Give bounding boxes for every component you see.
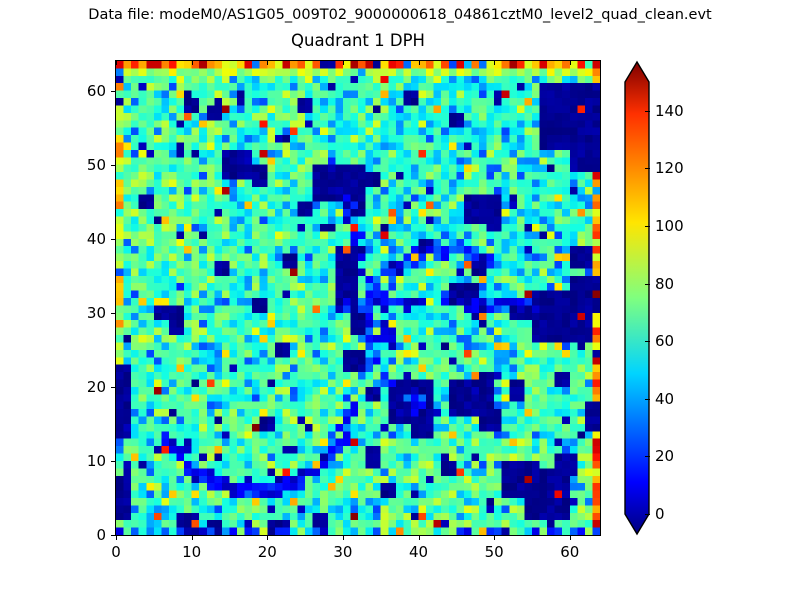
- x-tick-mark: [342, 536, 344, 540]
- heatmap-image: [116, 61, 600, 535]
- x-tick-label: 30: [333, 543, 353, 561]
- colorbar-tick-label: 60: [655, 332, 675, 351]
- colorbar-tick-mark: [645, 398, 650, 400]
- y-tick-label: 60: [86, 81, 106, 100]
- y-tick-label: 50: [86, 155, 106, 174]
- x-tick-mark: [494, 536, 496, 540]
- x-tick-mark: [569, 536, 571, 540]
- x-tick-mark: [267, 536, 269, 540]
- page-title: Quadrant 1 DPH: [291, 31, 425, 50]
- colorbar-tick-mark: [645, 341, 650, 343]
- x-tick-label: 20: [257, 543, 277, 561]
- y-tick-label: 0: [96, 526, 106, 544]
- colorbar-tick-mark: [645, 168, 650, 170]
- colorbar-tick-mark: [645, 456, 650, 458]
- colorbar: [624, 60, 650, 536]
- x-tick-mark: [116, 536, 117, 540]
- colorbar-tick-label: 40: [655, 389, 675, 408]
- x-tick-label: 10: [182, 543, 202, 561]
- colorbar-tick-mark: [645, 110, 650, 112]
- x-tick-label: 50: [484, 543, 504, 561]
- x-tick-mark-top: [191, 61, 193, 65]
- colorbar-tick-mark: [645, 226, 650, 227]
- colorbar-gradient: [624, 60, 650, 536]
- y-tick-mark: [111, 238, 115, 240]
- colorbar-tick-mark: [645, 514, 650, 515]
- colorbar-tick-label: 80: [655, 274, 675, 293]
- y-tick-mark: [111, 164, 115, 166]
- colorbar-tick-label: 20: [655, 447, 675, 466]
- data-file-suptitle: Data file: modeM0/AS1G05_009T02_90000006…: [88, 7, 712, 23]
- y-tick-mark: [111, 386, 115, 388]
- x-tick-mark-top: [418, 61, 420, 65]
- x-tick-label: 60: [560, 543, 580, 561]
- colorbar-tick-label: 140: [655, 101, 684, 120]
- x-tick-mark: [418, 536, 420, 540]
- y-tick-mark: [111, 312, 115, 314]
- x-tick-mark-top: [267, 61, 269, 65]
- y-tick-label: 40: [86, 229, 106, 248]
- x-tick-mark-top: [116, 61, 117, 65]
- y-tick-label: 10: [86, 451, 106, 470]
- heatmap-axes: [115, 60, 601, 536]
- y-tick-mark: [111, 535, 115, 536]
- colorbar-tick-label: 0: [655, 505, 665, 523]
- colorbar-tick-label: 120: [655, 159, 684, 178]
- x-tick-mark-top: [569, 61, 571, 65]
- x-tick-mark-top: [494, 61, 496, 65]
- colorbar-tick-mark: [645, 283, 650, 285]
- x-tick-mark: [191, 536, 193, 540]
- y-tick-mark: [111, 460, 115, 462]
- x-tick-mark-top: [342, 61, 344, 65]
- x-tick-label: 0: [111, 543, 121, 561]
- y-tick-label: 20: [86, 377, 106, 396]
- y-tick-mark: [111, 90, 115, 92]
- colorbar-tick-label: 100: [655, 217, 684, 235]
- y-tick-label: 30: [86, 303, 106, 322]
- x-tick-label: 40: [408, 543, 429, 561]
